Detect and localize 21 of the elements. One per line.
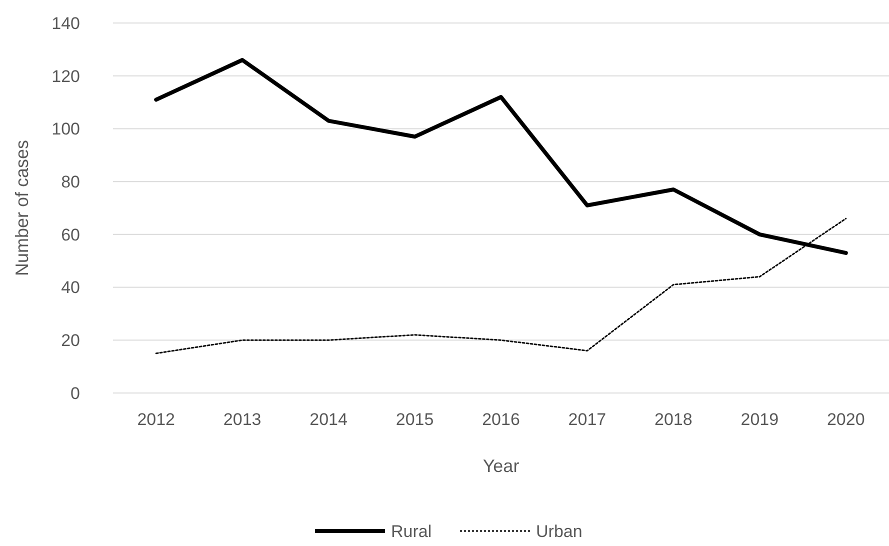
y-tick-label: 40 <box>61 278 80 298</box>
y-tick-label: 80 <box>61 172 80 192</box>
y-tick-label: 120 <box>52 66 80 86</box>
y-tick-label: 140 <box>52 14 80 33</box>
y-tick-label: 60 <box>61 225 80 244</box>
legend-label: Rural <box>391 522 432 541</box>
x-tick-label: 2014 <box>310 410 348 429</box>
x-tick-label: 2018 <box>654 410 692 429</box>
x-tick-label: 2013 <box>223 410 262 429</box>
x-tick-label: 2020 <box>826 410 865 429</box>
x-tick-label: 2015 <box>396 410 434 429</box>
x-tick-label: 2017 <box>568 410 606 429</box>
y-tick-label: 0 <box>70 384 80 403</box>
y-tick-label: 100 <box>52 120 80 139</box>
x-axis-title: Year <box>482 456 520 476</box>
legend-label: Urban <box>536 522 582 541</box>
y-axis-title: Number of cases <box>12 140 32 276</box>
x-tick-label: 2016 <box>482 410 520 429</box>
y-tick-label: 20 <box>61 331 80 350</box>
x-tick-label: 2012 <box>137 410 176 429</box>
x-tick-label: 2019 <box>740 410 779 429</box>
